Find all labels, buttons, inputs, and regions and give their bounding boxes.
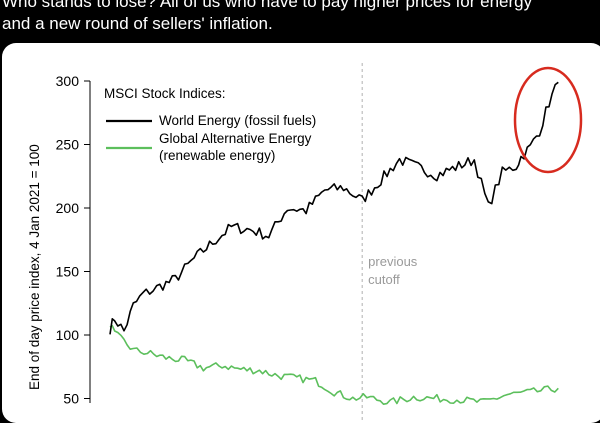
chart-card[interactable]: 50 100 150 200 250 300 End of day price index… xyxy=(2,43,600,423)
highlight-ellipse xyxy=(513,66,583,174)
y-tick-label: 150 xyxy=(56,264,80,280)
legend-label-fossil: World Energy (fossil fuels) xyxy=(159,113,316,128)
chart-svg: 50 100 150 200 250 300 End of day price index… xyxy=(27,63,583,423)
previous-cutoff-label-line-2: cutoff xyxy=(368,272,400,287)
legend-label-renewable-2: (renewable energy) xyxy=(159,148,275,163)
series-fossil-line xyxy=(109,81,559,335)
post-text-line-1: Who stands to lose? All of us who have t… xyxy=(2,0,533,11)
y-tick-label: 300 xyxy=(56,73,80,89)
y-tick-label: 250 xyxy=(56,137,80,153)
series-world-energy-line xyxy=(109,324,559,406)
legend-label-renewable-1: Global Alternative Energy xyxy=(159,131,312,146)
post-text-line-2: and a new round of sellers' inflation. xyxy=(2,14,273,33)
legend-title: MSCI Stock Indices: xyxy=(104,86,226,101)
previous-cutoff-label-line-1: previous xyxy=(368,254,418,269)
y-tick-label: 100 xyxy=(56,327,80,343)
y-tick-label: 200 xyxy=(56,200,80,216)
y-tick-label: 50 xyxy=(63,391,79,407)
post-text: Who stands to lose? All of us who have t… xyxy=(0,0,600,35)
y-axis-label: End of day price index, 4 Jan 2021 = 100 xyxy=(27,144,42,390)
y-ticks: 50 100 150 200 250 300 xyxy=(56,73,90,407)
